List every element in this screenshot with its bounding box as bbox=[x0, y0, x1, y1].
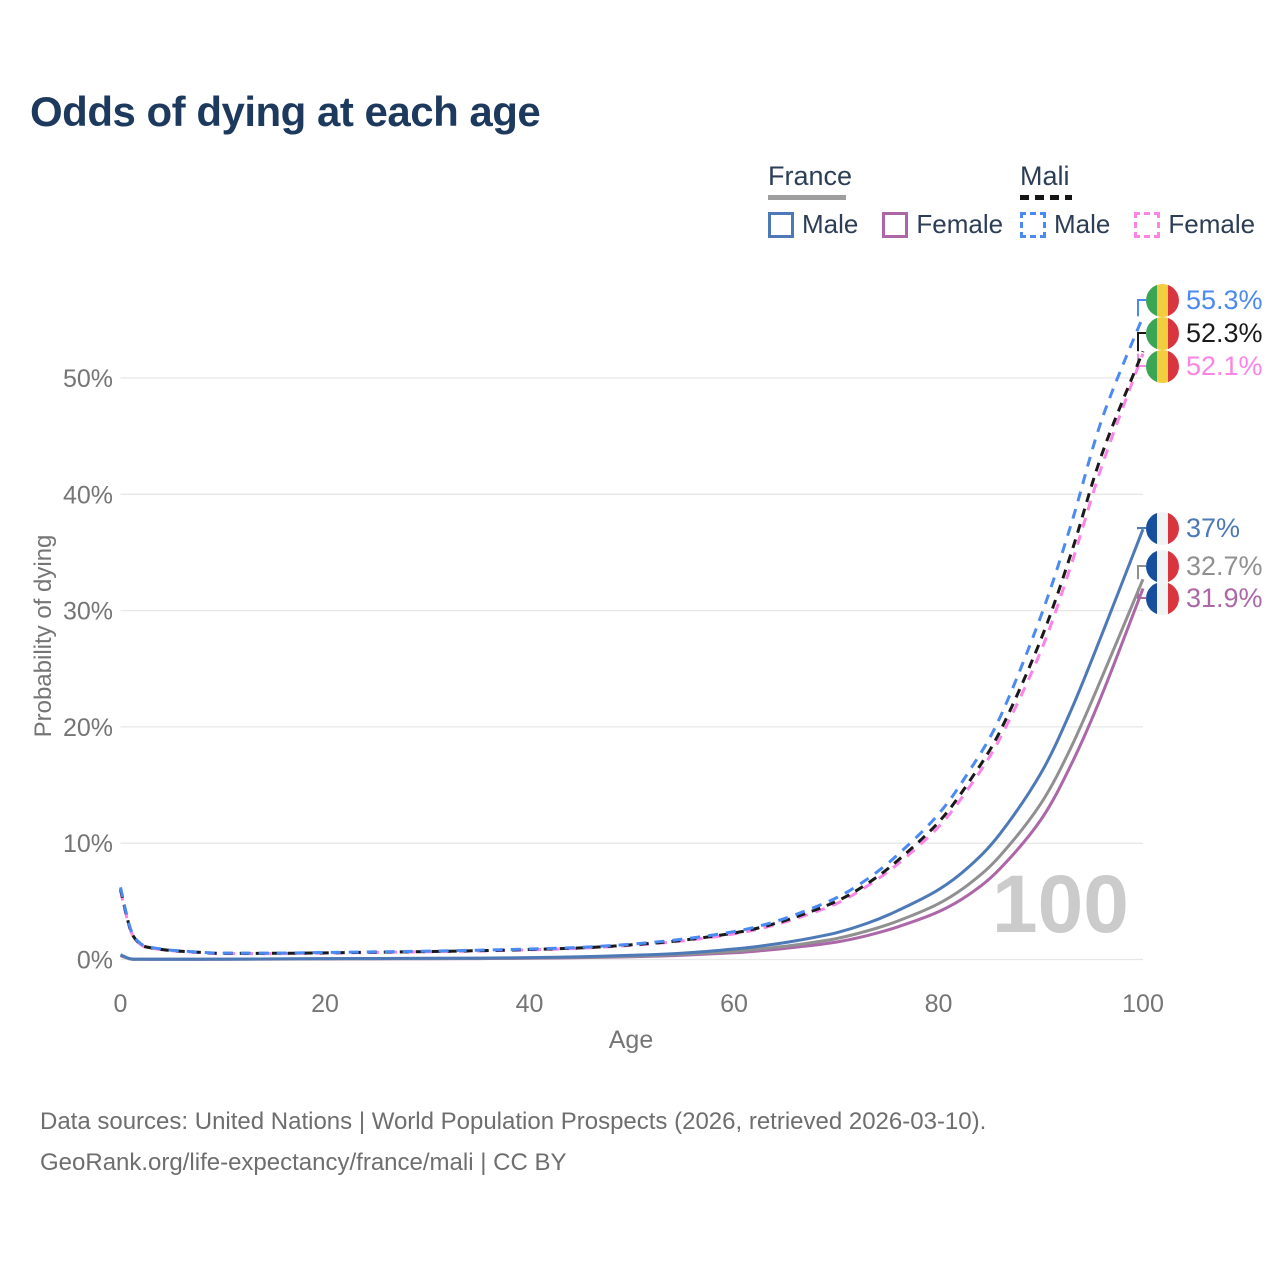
legend-label-france-male[interactable]: Male bbox=[802, 209, 859, 239]
y-tick-label: 50% bbox=[63, 365, 113, 393]
legend-label-mali-female[interactable]: Female bbox=[1168, 209, 1256, 239]
x-tick-label: 0 bbox=[114, 990, 128, 1018]
x-tick-label: 20 bbox=[311, 990, 339, 1018]
france-flag-icon bbox=[1146, 581, 1179, 615]
page-title: Odds of dying at each age bbox=[30, 88, 541, 135]
mali-dashed-line-icon bbox=[1020, 195, 1072, 200]
end-connector-mali_total bbox=[1137, 332, 1146, 352]
footer-attribution: Data sources: United Nations | World Pop… bbox=[40, 1102, 986, 1184]
end-value-france-male: 37% bbox=[1186, 512, 1241, 543]
end-value-france-female: 31.9% bbox=[1186, 582, 1263, 613]
end-label-mali-total: 52.3% bbox=[1146, 315, 1263, 351]
series-line-france_total[interactable] bbox=[119, 578, 1145, 961]
footer-link[interactable]: GeoRank.org/life-expectancy/france/mali … bbox=[40, 1148, 567, 1176]
series-line-mali_male[interactable] bbox=[119, 315, 1145, 955]
x-tick-label: 40 bbox=[516, 990, 544, 1018]
legend-header-france[interactable]: France bbox=[768, 161, 853, 191]
end-label-france-male: 37% bbox=[1146, 510, 1240, 546]
end-label-mali-male: 55.3% bbox=[1146, 282, 1263, 318]
legend-label-mali-male[interactable]: Male bbox=[1054, 209, 1111, 239]
legend-swatch-france-female[interactable] bbox=[882, 211, 909, 238]
legend-header-mali[interactable]: Mali bbox=[1020, 161, 1070, 191]
end-label-france-total: 32.7% bbox=[1146, 548, 1263, 584]
series-line-mali_female[interactable] bbox=[119, 353, 1145, 956]
hover-age-watermark: 100 bbox=[992, 859, 1129, 950]
mali-flag-icon bbox=[1146, 316, 1179, 350]
end-value-mali-total: 52.3% bbox=[1186, 317, 1263, 348]
end-value-france-total: 32.7% bbox=[1186, 550, 1263, 581]
legend-swatch-mali-female[interactable] bbox=[1134, 211, 1161, 238]
series-line-france_female[interactable] bbox=[120, 587, 1145, 961]
end-label-mali-female: 52.1% bbox=[1146, 348, 1263, 384]
end-value-mali-female: 52.1% bbox=[1186, 350, 1263, 381]
legend-group-france: France Male Female bbox=[768, 161, 1003, 240]
end-connector-france_male bbox=[1137, 527, 1146, 530]
footer-data-sources: Data sources: United Nations | World Pop… bbox=[40, 1108, 987, 1135]
x-tick-label: 100 bbox=[1122, 990, 1164, 1018]
mali-flag-icon bbox=[1146, 283, 1179, 317]
y-tick-label: 10% bbox=[63, 830, 113, 858]
legend-label-france-female[interactable]: Female bbox=[916, 209, 1004, 239]
france-flag-icon bbox=[1146, 549, 1179, 583]
end-connector-france_total bbox=[1137, 565, 1146, 580]
end-label-france-female: 31.9% bbox=[1146, 580, 1263, 616]
y-tick-label: 20% bbox=[63, 714, 113, 742]
mali-flag-icon bbox=[1146, 349, 1179, 383]
x-tick-label: 60 bbox=[720, 990, 748, 1018]
y-tick-label: 40% bbox=[63, 481, 113, 509]
end-value-mali-male: 55.3% bbox=[1186, 284, 1263, 315]
series-line-france_male[interactable] bbox=[119, 528, 1145, 961]
end-connector-mali_male bbox=[1137, 299, 1146, 317]
x-tick-label: 80 bbox=[925, 990, 953, 1018]
legend-group-mali: Mali Male Female bbox=[1020, 161, 1255, 240]
y-tick-label: 0% bbox=[77, 947, 113, 975]
x-axis-title: Age bbox=[608, 1026, 654, 1054]
legend-swatch-france-male[interactable] bbox=[768, 211, 794, 238]
series-line-mali_total[interactable] bbox=[119, 350, 1145, 955]
y-tick-label: 30% bbox=[63, 598, 113, 626]
france-flag-icon bbox=[1146, 511, 1179, 545]
legend-swatch-mali-male[interactable] bbox=[1020, 211, 1046, 238]
france-solid-line-icon bbox=[768, 195, 846, 200]
